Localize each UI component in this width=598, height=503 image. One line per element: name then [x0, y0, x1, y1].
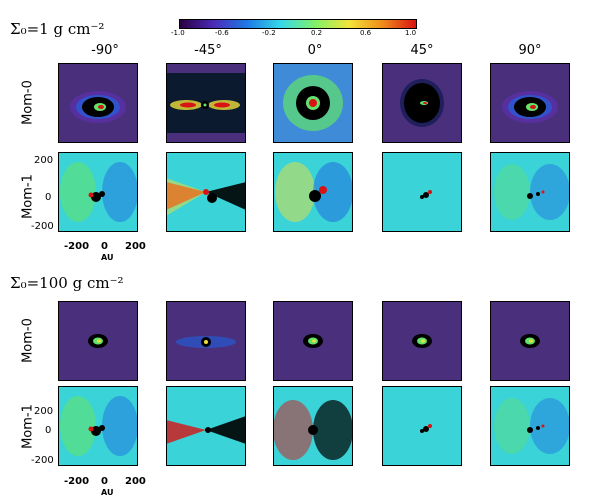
mom1-panel [382, 152, 462, 232]
row-label: Mom-0 [20, 80, 36, 125]
column-label: 90° [518, 43, 542, 58]
mom1-panel [273, 152, 353, 232]
y-tick-label: -200 [31, 221, 54, 232]
x-axis-unit: AU [101, 488, 114, 497]
section-label-bottom: Σ₀=100 g cm⁻² [10, 274, 124, 292]
y-tick-label: 0 [45, 192, 52, 203]
mom0-panel [490, 63, 570, 143]
mom0-panel [58, 63, 138, 143]
mom0-panel [490, 301, 570, 381]
colorbar-tick-label: -0.6 [215, 29, 229, 37]
colorbar-tick-label: -1.0 [171, 29, 185, 37]
y-tick-label: 0 [45, 425, 52, 436]
mom1-panel [382, 386, 462, 466]
x-tick-label: 0 [101, 476, 108, 487]
y-tick-label: 200 [34, 406, 54, 417]
colorbar-tick-label: 1.0 [405, 29, 417, 37]
x-tick-label: -200 [64, 476, 90, 487]
colorbar [179, 19, 417, 29]
x-tick-label: -200 [64, 241, 90, 252]
mom1-panel [166, 386, 246, 466]
section-label-top: Σ₀=1 g cm⁻² [10, 20, 105, 38]
mom0-panel [382, 63, 462, 143]
mom1-panel [166, 152, 246, 232]
column-label: -90° [91, 43, 119, 58]
colorbar-tick-label: 0.2 [311, 29, 323, 37]
mom0-panel [58, 301, 138, 381]
mom0-panel [382, 301, 462, 381]
mom0-panel [273, 301, 353, 381]
column-label: 0° [307, 43, 323, 58]
x-tick-label: 200 [125, 476, 146, 487]
mom0-panel [166, 63, 246, 143]
y-tick-label: -200 [31, 455, 54, 466]
colorbar-tick-label: -0.2 [262, 29, 276, 37]
row-label: Mom-0 [20, 318, 36, 363]
colorbar-tick-label: 0.6 [360, 29, 372, 37]
mom0-panel [166, 301, 246, 381]
mom1-panel [273, 386, 353, 466]
x-tick-label: 0 [101, 241, 108, 252]
mom0-panel [273, 63, 353, 143]
x-tick-label: 200 [125, 241, 146, 252]
x-axis-unit: AU [101, 253, 114, 262]
y-tick-label: 200 [34, 155, 54, 166]
mom1-panel [58, 152, 138, 232]
mom1-panel [58, 386, 138, 466]
column-label: -45° [194, 43, 222, 58]
mom1-panel [490, 152, 570, 232]
column-label: 45° [410, 43, 434, 58]
mom1-panel [490, 386, 570, 466]
